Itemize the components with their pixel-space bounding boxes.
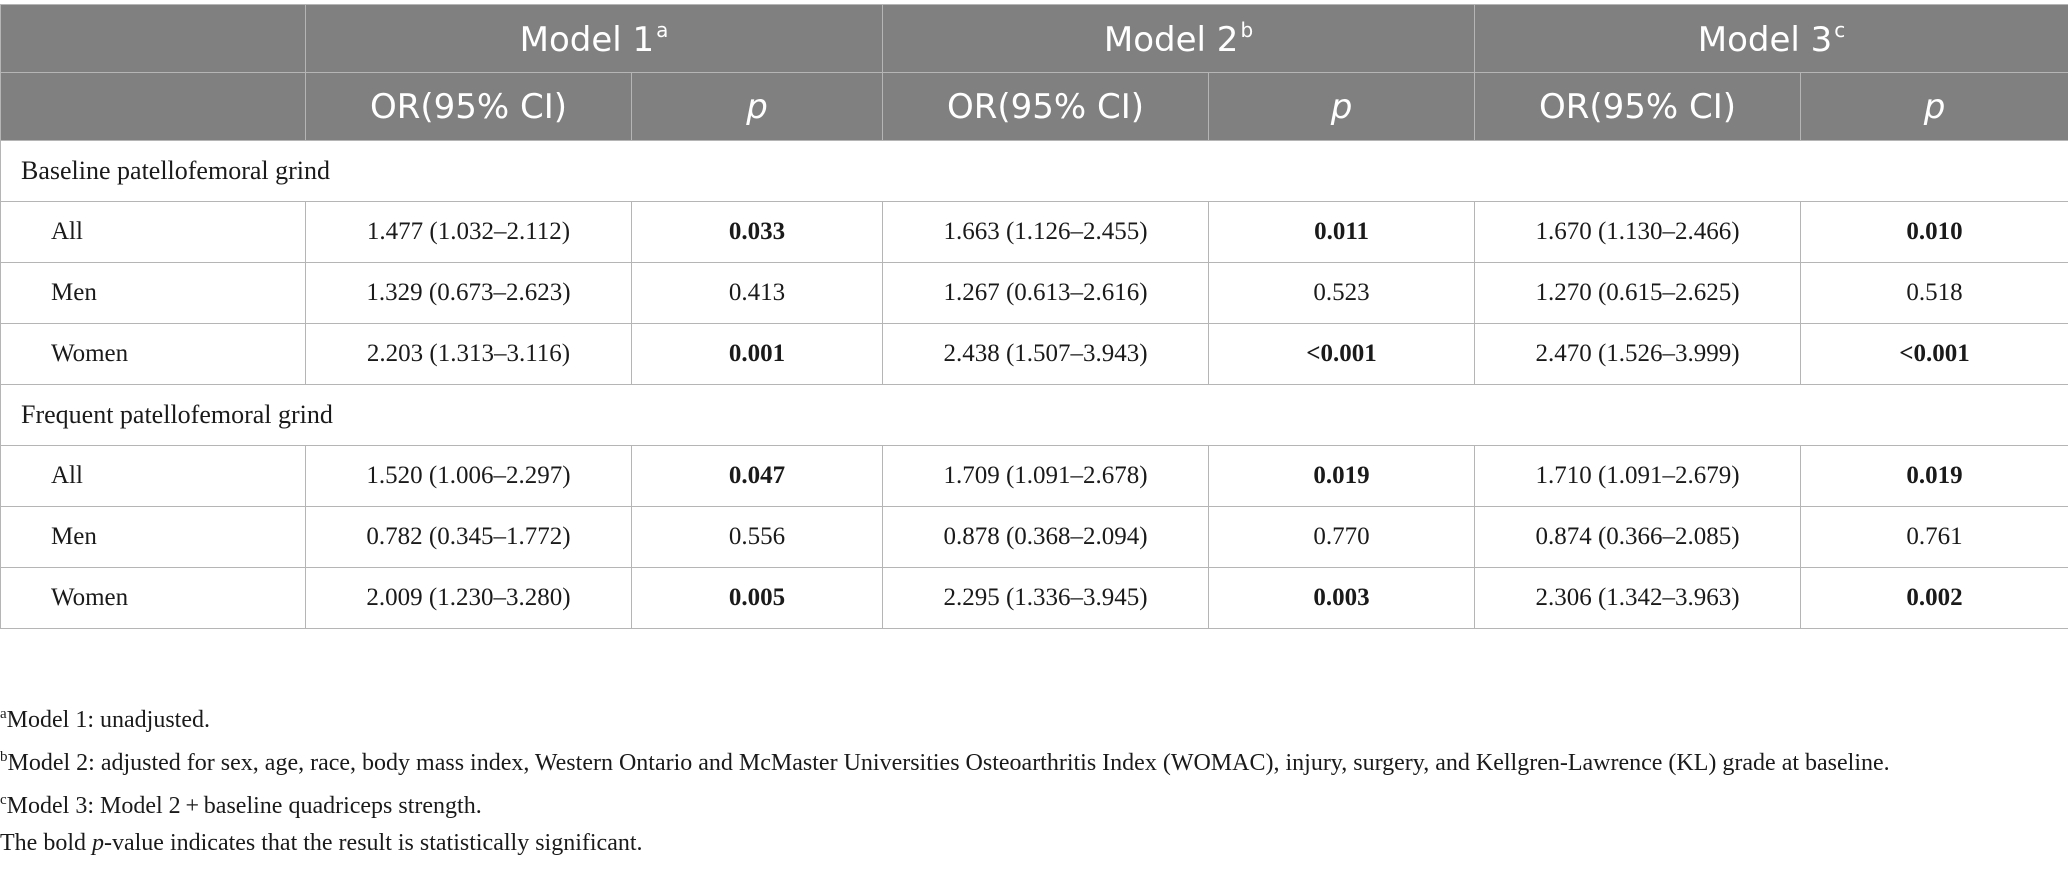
header-or-model-3: OR(95% CI) (1474, 72, 1802, 141)
table-row: Men 0.782 (0.345–1.772) 0.556 0.878 (0.368–… (0, 506, 2068, 568)
or-ci-cell: 2.203 (1.313–3.116) (305, 323, 632, 385)
row-label: All (0, 445, 306, 507)
row-label: Women (0, 323, 306, 385)
p-value-cell: 0.003 (1208, 567, 1476, 629)
header-or-model-2: OR(95% CI) (882, 72, 1210, 141)
footnote-c: cModel 3: Model 2 + baseline quadriceps … (0, 792, 482, 819)
table-row: Women 2.009 (1.230–3.280) 0.005 2.295 (1.33… (0, 567, 2068, 629)
p-value-cell: 0.523 (1208, 262, 1476, 324)
section-title: Baseline patellofemoral grind (0, 140, 2068, 202)
p-value-cell: 0.556 (630, 506, 884, 568)
p-value-cell: <0.001 (1800, 323, 2068, 385)
section-title: Frequent patellofemoral grind (0, 384, 2068, 446)
table-row: Men 1.329 (0.673–2.623) 0.413 1.267 (0.613–… (0, 262, 2068, 324)
header-p-model-3: p (1800, 72, 2068, 141)
header-or-model-1: OR(95% CI) (305, 72, 632, 141)
p-value-cell: 0.019 (1208, 445, 1476, 507)
section-row: Frequent patellofemoral grind (0, 384, 2068, 446)
or-ci-cell: 1.710 (1.091–2.679) (1474, 445, 1802, 507)
or-ci-cell: 1.270 (0.615–2.625) (1474, 262, 1802, 324)
footnote-a: aModel 1: unadjusted. (0, 706, 210, 733)
p-value-cell: 0.033 (630, 201, 884, 263)
p-value-cell: 0.413 (630, 262, 884, 324)
or-ci-cell: 2.470 (1.526–3.999) (1474, 323, 1802, 385)
footnotes: aModel 1: unadjusted. bModel 2: adjusted… (0, 696, 2040, 862)
header-row-stats: OR(95% CI) p OR(95% CI) p OR(95% CI) p (0, 72, 2068, 141)
p-value-cell: 0.019 (1800, 445, 2068, 507)
p-value-cell: 0.770 (1208, 506, 1476, 568)
or-ci-cell: 1.267 (0.613–2.616) (882, 262, 1210, 324)
table-row: All 1.520 (1.006–2.297) 0.047 1.709 (1.091–… (0, 445, 2068, 507)
or-ci-cell: 1.520 (1.006–2.297) (305, 445, 632, 507)
row-label: Women (0, 567, 306, 629)
or-ci-cell: 1.670 (1.130–2.466) (1474, 201, 1802, 263)
p-value-cell: 0.005 (630, 567, 884, 629)
table-row: All 1.477 (1.032–2.112) 0.033 1.663 (1.126–… (0, 201, 2068, 263)
p-value-cell: 0.001 (630, 323, 884, 385)
or-ci-cell: 0.782 (0.345–1.772) (305, 506, 632, 568)
or-ci-cell: 2.295 (1.336–3.945) (882, 567, 1210, 629)
or-ci-cell: 1.329 (0.673–2.623) (305, 262, 632, 324)
row-label: Men (0, 506, 306, 568)
header-empty-cell (0, 72, 306, 141)
p-value-cell: 0.011 (1208, 201, 1476, 263)
header-p-model-1: p (630, 72, 884, 141)
section-row: Baseline patellofemoral grind (0, 140, 2068, 202)
p-value-cell: 0.518 (1800, 262, 2068, 324)
row-label: Men (0, 262, 306, 324)
p-value-cell: 0.047 (630, 445, 884, 507)
p-value-cell: 0.010 (1800, 201, 2068, 263)
footnote-significance: The bold p-value indicates that the resu… (0, 830, 643, 856)
table-row: Women 2.203 (1.313–3.116) 0.001 2.438 (1.50… (0, 323, 2068, 385)
or-ci-cell: 1.663 (1.126–2.455) (882, 201, 1210, 263)
or-ci-cell: 2.306 (1.342–3.963) (1474, 567, 1802, 629)
or-ci-cell: 2.438 (1.507–3.943) (882, 323, 1210, 385)
or-ci-cell: 1.709 (1.091–2.678) (882, 445, 1210, 507)
p-value-cell: <0.001 (1208, 323, 1476, 385)
footnote-b: bModel 2: adjusted for sex, age, race, b… (0, 749, 1890, 776)
or-ci-cell: 1.477 (1.032–2.112) (305, 201, 632, 263)
row-label: All (0, 201, 306, 263)
or-ci-cell: 0.878 (0.368–2.094) (882, 506, 1210, 568)
header-empty-cell (0, 4, 306, 73)
p-value-cell: 0.002 (1800, 567, 2068, 629)
table-body: Baseline patellofemoral grind All 1.477 (1… (0, 140, 2068, 629)
or-ci-cell: 0.874 (0.366–2.085) (1474, 506, 1802, 568)
p-value-cell: 0.761 (1800, 506, 2068, 568)
or-ci-cell: 2.009 (1.230–3.280) (305, 567, 632, 629)
header-p-model-2: p (1208, 72, 1476, 141)
